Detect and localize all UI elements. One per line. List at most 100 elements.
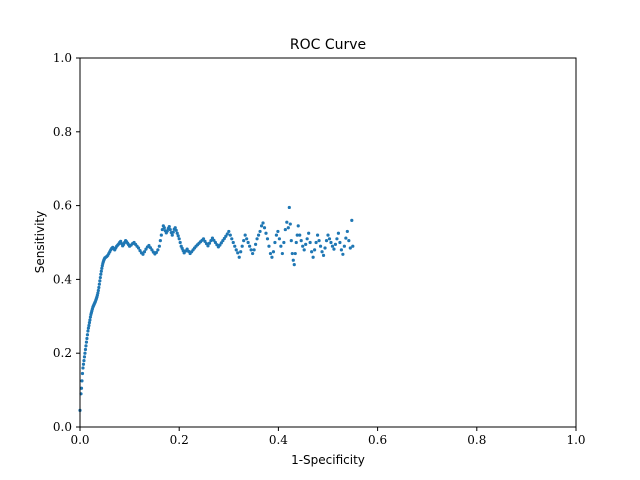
- data-point: [280, 251, 284, 256]
- data-point: [206, 244, 210, 248]
- data-point: [294, 240, 298, 245]
- data-point: [87, 323, 91, 328]
- data-point: [176, 234, 180, 238]
- data-point: [81, 366, 85, 370]
- data-point: [80, 379, 84, 383]
- y-axis-label: Sensitivity: [33, 211, 47, 273]
- data-point: [159, 233, 163, 237]
- data-point: [85, 336, 89, 341]
- data-point: [311, 255, 315, 259]
- data-point: [233, 244, 237, 248]
- data-point: [289, 239, 293, 243]
- data-point: [142, 250, 147, 254]
- data-point: [246, 240, 250, 245]
- data-point: [304, 242, 308, 246]
- data-point: [267, 244, 271, 248]
- data-point: [99, 272, 103, 276]
- data-point: [324, 239, 329, 243]
- data-point: [283, 227, 287, 232]
- data-point: [85, 333, 90, 337]
- data-point: [245, 237, 249, 241]
- data-point: [330, 244, 335, 248]
- data-point: [274, 233, 279, 237]
- data-point: [332, 247, 336, 251]
- x-tick-label: 0.0: [70, 433, 89, 447]
- y-tick-label: 0.2: [53, 346, 72, 360]
- data-point: [86, 326, 91, 330]
- y-tick-label: 1.0: [53, 51, 72, 65]
- plot-area: [80, 58, 576, 427]
- data-point: [335, 237, 339, 241]
- data-point: [345, 229, 349, 234]
- data-point: [336, 231, 341, 235]
- data-point: [83, 347, 88, 352]
- data-point: [342, 244, 346, 248]
- data-point: [317, 239, 321, 243]
- x-tick-label: 0.8: [467, 433, 486, 447]
- data-point: [329, 240, 333, 245]
- data-point: [175, 231, 179, 235]
- data-point: [259, 224, 264, 228]
- data-point: [162, 226, 166, 230]
- data-point: [296, 224, 300, 228]
- data-point: [80, 371, 85, 376]
- data-point: [265, 237, 270, 241]
- data-point: [351, 244, 355, 248]
- data-point: [79, 386, 84, 390]
- data-point: [271, 250, 276, 254]
- data-points: [78, 205, 355, 412]
- data-point: [326, 233, 330, 237]
- x-tick-label: 0.4: [269, 433, 288, 447]
- data-point: [287, 205, 291, 210]
- data-point: [286, 226, 290, 230]
- y-tick-label: 0.4: [53, 272, 72, 286]
- y-tick-label: 0.6: [53, 199, 72, 213]
- data-point: [320, 250, 324, 254]
- data-point: [318, 244, 323, 248]
- data-point: [141, 252, 145, 256]
- data-point: [97, 282, 101, 286]
- x-tick-label: 1.0: [566, 433, 585, 447]
- data-point: [242, 239, 246, 243]
- data-point: [97, 285, 101, 290]
- data-point: [227, 229, 231, 234]
- data-point: [339, 248, 343, 252]
- axis-ticks: 0.0 0.2 0.4 0.6 0.8 1.0 0.0 0.2 0.4 0.6 0.8 1.0: [53, 51, 586, 447]
- data-point: [276, 229, 280, 234]
- data-point: [82, 355, 87, 359]
- data-point: [167, 225, 171, 229]
- data-point: [258, 229, 262, 234]
- data-point: [87, 320, 92, 325]
- data-point: [261, 221, 265, 225]
- data-point: [168, 227, 172, 232]
- data-point: [344, 236, 348, 240]
- data-point: [88, 315, 93, 319]
- data-point: [347, 239, 351, 243]
- data-point: [243, 233, 247, 237]
- data-point: [98, 279, 102, 283]
- data-point: [84, 344, 88, 348]
- data-point: [82, 358, 86, 363]
- data-point: [255, 237, 259, 241]
- data-point: [279, 244, 283, 248]
- data-point: [88, 318, 92, 322]
- data-point: [98, 275, 102, 280]
- data-point: [302, 248, 306, 252]
- data-point: [209, 239, 213, 243]
- data-point: [290, 251, 294, 256]
- chart-title: ROC Curve: [290, 37, 366, 53]
- data-point: [170, 233, 174, 237]
- data-point: [321, 253, 326, 258]
- data-point: [136, 246, 141, 250]
- x-tick-label: 0.6: [368, 433, 387, 447]
- data-point: [298, 233, 302, 237]
- data-point: [231, 240, 235, 245]
- data-point: [291, 258, 295, 262]
- data-point: [248, 244, 252, 248]
- data-point: [173, 226, 177, 230]
- data-point: [239, 250, 243, 254]
- data-point: [308, 240, 312, 245]
- plot-frame: [79, 57, 577, 428]
- data-point: [177, 237, 181, 241]
